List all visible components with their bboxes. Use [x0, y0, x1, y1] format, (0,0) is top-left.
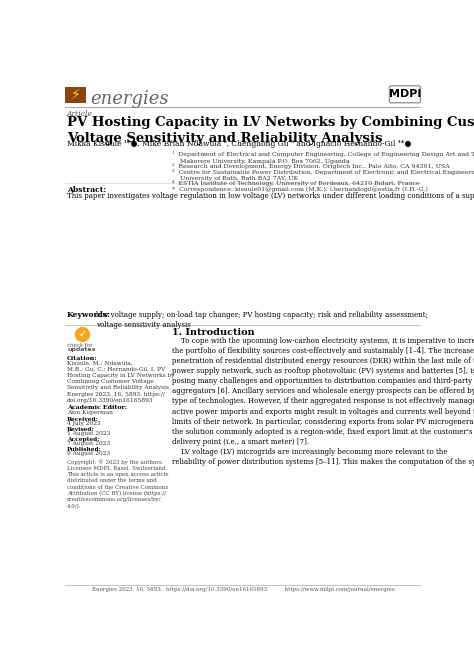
- Text: Article: Article: [67, 110, 93, 118]
- Text: 1. Introduction: 1. Introduction: [172, 328, 254, 337]
- Text: ³  Centre for Sustainable Power Distribution, Department of Electronic and Elect: ³ Centre for Sustainable Power Distribut…: [172, 169, 474, 181]
- Text: Accepted:: Accepted:: [67, 437, 100, 442]
- Text: *  Correspondence: kisuule01@gmail.com (M.K.); i.hernandogil@estia.fr (I.H.-G.): * Correspondence: kisuule01@gmail.com (M…: [172, 186, 428, 192]
- Text: Published:: Published:: [67, 447, 102, 452]
- Text: Revised:: Revised:: [67, 427, 95, 432]
- Text: PV Hosting Capacity in LV Networks by Combining Customer
Voltage Sensitivity and: PV Hosting Capacity in LV Networks by Co…: [67, 116, 474, 145]
- Text: 9 August 2023: 9 August 2023: [67, 451, 110, 456]
- Text: Mikka Kisuule ¹*●, Mike Brian Ndawula ², Chenghong Gu ³ and Ignacio Hernando-Gil: Mikka Kisuule ¹*●, Mike Brian Ndawula ²,…: [67, 141, 411, 149]
- Text: Keywords:: Keywords:: [67, 312, 111, 320]
- FancyBboxPatch shape: [390, 86, 420, 103]
- Text: This paper investigates voltage regulation in low voltage (LV) networks under di: This paper investigates voltage regulati…: [67, 192, 474, 200]
- Text: check for: check for: [67, 343, 92, 348]
- Text: 7 August 2023: 7 August 2023: [67, 441, 110, 446]
- Text: Citation:: Citation:: [67, 356, 98, 361]
- Text: Alon Kuperman: Alon Kuperman: [67, 410, 113, 415]
- Text: low voltage supply; on-load tap changer; PV hosting capacity; risk and reliabili: low voltage supply; on-load tap changer;…: [96, 312, 428, 329]
- Circle shape: [75, 328, 90, 342]
- Text: Energies 2023, 16, 5893.  https://doi.org/10.3390/en16165893          https://ww: Energies 2023, 16, 5893. https://doi.org…: [91, 587, 394, 592]
- Text: ²  Research and Development, Energy Division, Origtech Inc., Palo Alto, CA 94301: ² Research and Development, Energy Divis…: [172, 163, 449, 169]
- Text: ¹  Department of Electrical and Computer Engineering, College of Engineering Des: ¹ Department of Electrical and Computer …: [172, 151, 474, 163]
- Text: Copyright: © 2023 by the authors.
Licensee MDPI, Basel, Switzerland.
This articl: Copyright: © 2023 by the authors. Licens…: [67, 459, 169, 509]
- Text: Academic Editor:: Academic Editor:: [67, 405, 127, 410]
- Text: 4 July 2023: 4 July 2023: [67, 421, 100, 426]
- Text: Abstract:: Abstract:: [67, 186, 106, 194]
- Text: MDPI: MDPI: [389, 89, 421, 99]
- Text: updates: updates: [67, 347, 95, 352]
- Text: energies: energies: [90, 90, 169, 108]
- Text: ✓: ✓: [78, 330, 87, 340]
- Text: Kisuule, M.; Ndawula,
M.B.; Gu, C.; Hernando-Gil, I. PV
Hosting Capacity in LV N: Kisuule, M.; Ndawula, M.B.; Gu, C.; Hern…: [67, 360, 174, 403]
- Text: To cope with the upcoming low-carbon electricity systems, it is imperative to in: To cope with the upcoming low-carbon ele…: [172, 337, 474, 466]
- Text: ⁴  ESTIA Institute of Technology, University of Bordeaux, 64210 Bidart, France: ⁴ ESTIA Institute of Technology, Univers…: [172, 180, 419, 186]
- Text: Received:: Received:: [67, 417, 99, 422]
- Text: ⚡: ⚡: [71, 88, 81, 102]
- Bar: [65, 86, 86, 103]
- Text: 1 August 2023: 1 August 2023: [67, 431, 110, 436]
